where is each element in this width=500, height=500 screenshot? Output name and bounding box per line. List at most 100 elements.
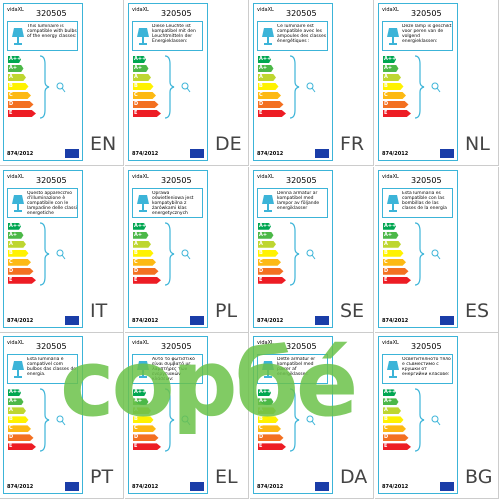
energy-class: A (383, 407, 401, 415)
energy-class: D (383, 267, 409, 275)
brand: vidaXL (382, 173, 399, 180)
description: Esta luminaria es compatible con las bom… (402, 190, 447, 211)
energy-class: D (258, 267, 284, 275)
energy-class: E (258, 110, 286, 117)
energy-class: C (258, 258, 281, 266)
energy-class: E (258, 276, 286, 284)
energy-class: A (133, 74, 151, 81)
language-code: EN (90, 133, 117, 155)
description-box: Diese Leuchte ist kompatibel mit den Leu… (132, 21, 203, 51)
description: This luminaire is compatible with bulbs … (27, 24, 77, 39)
description: Αυτό το φωτιστικό είναι συμβατό με λαμπτ… (152, 357, 195, 383)
regulation: 874/2012 (132, 151, 159, 157)
lamp-icon (262, 28, 274, 45)
description-box: Ce luminaire est compatible avec les amp… (257, 21, 328, 51)
label-cell: vidaXL 320505 Dette armatur er kompatibel … (250, 333, 374, 500)
description-box: This luminaire is compatible with bulbs … (7, 21, 78, 51)
energy-class: E (383, 110, 411, 117)
energy-class: A (383, 74, 401, 81)
energy-class: A+ (258, 398, 274, 406)
description-box: Oprawa oświetleniowa jest kompatybilna z… (132, 187, 203, 218)
energy-class: A++ (383, 389, 397, 397)
model-number: 320505 (36, 342, 67, 352)
description-box: Questo apparecchio d'illuminazione è com… (7, 187, 78, 218)
energy-class: B (8, 416, 29, 424)
energy-label: vidaXL 320505 Ce luminaire est compatible … (253, 3, 333, 161)
energy-class: A++ (8, 389, 22, 397)
energy-class: E (258, 443, 286, 451)
energy-class: C (133, 425, 156, 433)
energy-class: C (8, 425, 31, 433)
language-code: SE (340, 299, 365, 322)
energy-label: vidaXL 320505 Αυτό το φωτιστικό είναι συμβ… (128, 336, 208, 495)
energy-label: vidaXL 320505 Questo apparecchio d'illumin… (3, 169, 83, 328)
brace-bulb (414, 222, 441, 286)
energy-class: A++ (383, 56, 397, 63)
energy-class: D (383, 434, 409, 442)
language-code: DA (340, 466, 368, 489)
brace-bulb (289, 222, 316, 286)
energy-class: B (258, 83, 279, 90)
energy-class: E (133, 110, 161, 117)
brand: vidaXL (382, 340, 399, 347)
description-box: Dette armatur er kompatibel med pærer af… (257, 354, 328, 385)
model-number: 320505 (36, 9, 67, 18)
description: Denna armatur är kompatibel med lampor a… (277, 190, 320, 211)
description-box: Esta luminária é compatível com bulbos d… (7, 354, 78, 385)
eu-flag (315, 315, 329, 325)
lamp-icon (387, 361, 399, 379)
energy-class: A (258, 240, 276, 248)
energy-class: A (8, 74, 26, 81)
description: Esta luminária é compatível com bulbos d… (27, 357, 77, 378)
energy-class: A++ (8, 222, 22, 230)
energy-class: A+ (133, 231, 149, 239)
regulation: 874/2012 (7, 317, 34, 324)
energy-class: C (383, 92, 406, 99)
language-code: NL (465, 133, 490, 155)
lamp-icon (387, 194, 399, 212)
description: Deze lamp is geschikt voor peren van de … (402, 24, 452, 44)
energy-class: B (133, 83, 154, 90)
label-cell: vidaXL 320505 Denna armatur är kompatibel … (250, 166, 374, 333)
eu-flag (65, 482, 79, 492)
brand: vidaXL (132, 7, 149, 13)
eu-flag (315, 482, 329, 492)
regulation: 874/2012 (132, 484, 159, 491)
model-number: 320505 (411, 9, 442, 18)
language-code: DE (215, 133, 242, 155)
description: Dette armatur er kompatibel med pærer af… (277, 357, 316, 378)
label-cell: vidaXL 320505 Ce luminaire est compatible … (250, 0, 374, 166)
eu-flag (65, 149, 79, 158)
energy-class: A++ (383, 222, 397, 230)
eu-flag (315, 149, 329, 158)
energy-class: D (258, 101, 284, 108)
eu-flag (440, 315, 454, 325)
regulation: 874/2012 (7, 484, 34, 491)
language-code: EL (215, 466, 238, 489)
lamp-icon (12, 28, 24, 45)
description: Oprawa oświetleniowa jest kompatybilna z… (152, 190, 194, 216)
label-cell: vidaXL 320505 Oprawa oświetleniowa jest ko… (125, 166, 249, 333)
brace-bulb (414, 388, 441, 452)
brand: vidaXL (7, 340, 24, 347)
energy-class: A (258, 74, 276, 81)
energy-class: C (383, 425, 406, 433)
energy-class: A++ (8, 56, 22, 63)
lamp-icon (12, 194, 24, 212)
energy-label: vidaXL 320505 Oprawa oświetleniowa jest ko… (128, 169, 208, 328)
energy-class: B (8, 83, 29, 90)
description: Ce luminaire est compatible avec les amp… (277, 24, 327, 44)
energy-class: D (258, 434, 284, 442)
brand: vidaXL (132, 173, 149, 180)
energy-label: vidaXL 320505 Dette armatur er kompatibel … (253, 336, 333, 495)
energy-class: B (258, 249, 279, 257)
model-number: 320505 (161, 9, 192, 18)
language-code: PL (215, 299, 238, 322)
regulation: 874/2012 (257, 484, 284, 491)
energy-class: C (133, 258, 156, 266)
model-number: 320505 (286, 342, 317, 352)
regulation: 874/2012 (7, 151, 34, 157)
energy-class: A+ (133, 65, 149, 72)
brand: vidaXL (382, 7, 399, 13)
eu-flag (190, 482, 204, 492)
